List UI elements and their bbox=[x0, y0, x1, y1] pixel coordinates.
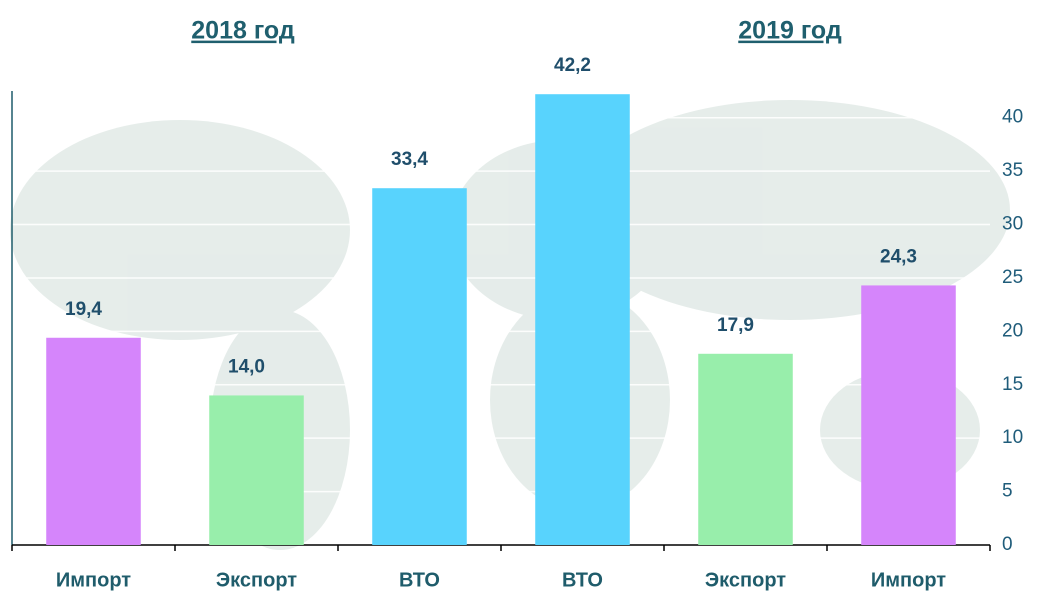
x-tick-label: ВТО bbox=[399, 569, 440, 591]
y-tick-label: 10 bbox=[1002, 427, 1023, 448]
bar bbox=[46, 337, 141, 545]
data-label: 33,4 bbox=[391, 149, 428, 170]
y-tick-label: 30 bbox=[1002, 214, 1023, 235]
x-tick-label: Экспорт bbox=[705, 569, 786, 591]
y-tick-label: 35 bbox=[1002, 160, 1023, 181]
data-label: 17,9 bbox=[717, 315, 754, 336]
y-tick-label: 5 bbox=[1002, 481, 1013, 502]
data-label: 19,4 bbox=[65, 299, 102, 320]
bar bbox=[209, 395, 304, 545]
x-tick-label: Импорт bbox=[56, 569, 131, 591]
bar bbox=[372, 188, 467, 545]
data-label: 42,2 bbox=[554, 55, 591, 76]
y-tick-label: 0 bbox=[1002, 534, 1013, 555]
y-tick-label: 15 bbox=[1002, 374, 1023, 395]
y-tick-label: 25 bbox=[1002, 267, 1023, 288]
bar bbox=[535, 94, 630, 545]
data-label: 24,3 bbox=[880, 246, 917, 267]
data-label: 14,0 bbox=[228, 356, 265, 377]
x-tick-label: ВТО bbox=[562, 569, 603, 591]
world-map-background bbox=[10, 100, 1010, 550]
annotation: 2018 год bbox=[191, 17, 295, 45]
bar bbox=[698, 353, 793, 545]
x-tick-label: Импорт bbox=[871, 569, 946, 591]
x-tick-label: Экспорт bbox=[216, 569, 297, 591]
y-tick-label: 40 bbox=[1002, 107, 1023, 128]
bar bbox=[861, 285, 956, 545]
y-tick-label: 20 bbox=[1002, 320, 1023, 341]
annotation: 2019 год bbox=[738, 17, 842, 45]
